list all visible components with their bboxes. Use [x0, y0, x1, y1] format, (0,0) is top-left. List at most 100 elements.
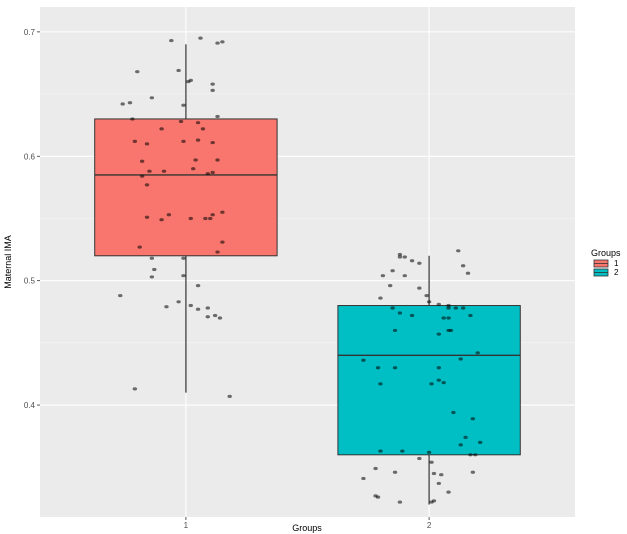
data-point: [149, 256, 155, 260]
jitter-points: [118, 36, 483, 504]
data-point: [195, 138, 201, 142]
data-point: [220, 240, 225, 244]
data-point: [436, 481, 442, 486]
data-point: [402, 255, 407, 259]
data-point: [205, 306, 210, 310]
data-point: [215, 250, 220, 254]
data-point: [137, 245, 142, 249]
data-point: [139, 159, 145, 163]
data-point: [215, 158, 220, 162]
x-tick-label: 2: [427, 521, 432, 530]
data-point: [210, 213, 215, 217]
boxes: [94, 44, 521, 505]
data-point: [417, 261, 422, 265]
data-point: [200, 127, 206, 131]
data-point: [217, 316, 223, 320]
data-point: [390, 306, 395, 310]
legend-label: 2: [614, 268, 619, 277]
data-point: [215, 41, 220, 45]
data-point: [205, 172, 210, 176]
data-point: [210, 140, 215, 145]
data-point: [149, 96, 155, 100]
data-point: [220, 210, 225, 214]
data-point: [373, 466, 378, 471]
data-point: [390, 269, 395, 273]
data-point: [397, 500, 403, 504]
data-point: [220, 40, 225, 44]
data-point: [417, 456, 422, 461]
data-point: [436, 332, 442, 336]
axes: 0.4 0.5 0.6 0.7 1 2: [24, 28, 432, 530]
data-point: [458, 443, 463, 447]
data-point: [400, 449, 405, 453]
data-point: [195, 307, 201, 311]
data-point: [463, 435, 468, 439]
data-point: [195, 284, 201, 288]
data-point: [178, 119, 184, 124]
data-point: [195, 121, 201, 125]
data-point: [378, 382, 383, 386]
data-point: [402, 274, 407, 278]
data-point: [144, 183, 150, 187]
data-point: [210, 82, 215, 86]
data-point: [181, 103, 186, 107]
data-point: [127, 101, 133, 105]
data-point: [205, 315, 210, 319]
data-point: [473, 453, 478, 457]
data-point: [475, 351, 480, 355]
data-point: [441, 316, 446, 320]
legend-title: Groups: [591, 248, 621, 258]
data-point: [149, 275, 155, 279]
data-point: [191, 167, 196, 171]
data-point: [152, 267, 157, 272]
x-tick-label: 1: [184, 521, 189, 530]
data-point: [203, 216, 208, 221]
data-point: [436, 378, 442, 382]
data-point: [409, 259, 415, 263]
data-point: [210, 170, 215, 175]
data-point: [397, 311, 403, 315]
data-point: [188, 303, 193, 308]
data-point: [436, 366, 442, 370]
data-point: [446, 306, 451, 310]
data-point: [441, 381, 446, 385]
data-point: [468, 313, 473, 318]
data-point: [431, 499, 437, 503]
data-point: [397, 255, 403, 259]
data-point: [169, 38, 174, 43]
data-point: [387, 284, 393, 288]
data-point: [181, 139, 186, 143]
data-point: [118, 293, 123, 298]
data-point: [210, 88, 215, 92]
data-point: [392, 328, 398, 333]
data-point: [397, 252, 403, 257]
data-point: [215, 114, 220, 119]
data-point: [429, 460, 434, 464]
data-point: [417, 286, 422, 290]
data-point: [186, 80, 191, 84]
data-point: [470, 470, 476, 474]
data-point: [436, 302, 442, 306]
data-point: [375, 495, 381, 499]
data-point: [227, 394, 232, 398]
data-point: [139, 174, 145, 178]
data-point: [426, 300, 432, 304]
data-point: [451, 410, 456, 415]
legend-keys: 12: [593, 259, 619, 277]
data-point: [166, 213, 172, 217]
legend-label: 1: [614, 259, 619, 268]
box-group-1: [94, 118, 278, 257]
data-point: [453, 306, 459, 310]
data-point: [448, 328, 454, 333]
data-point: [135, 70, 140, 74]
data-point: [392, 470, 398, 474]
data-point: [176, 68, 181, 73]
y-tick-label: 0.5: [24, 277, 36, 286]
data-point: [470, 417, 476, 421]
data-point: [181, 256, 186, 260]
data-point: [188, 216, 193, 221]
data-point: [130, 117, 135, 121]
data-point: [144, 215, 150, 219]
data-point: [159, 127, 164, 131]
